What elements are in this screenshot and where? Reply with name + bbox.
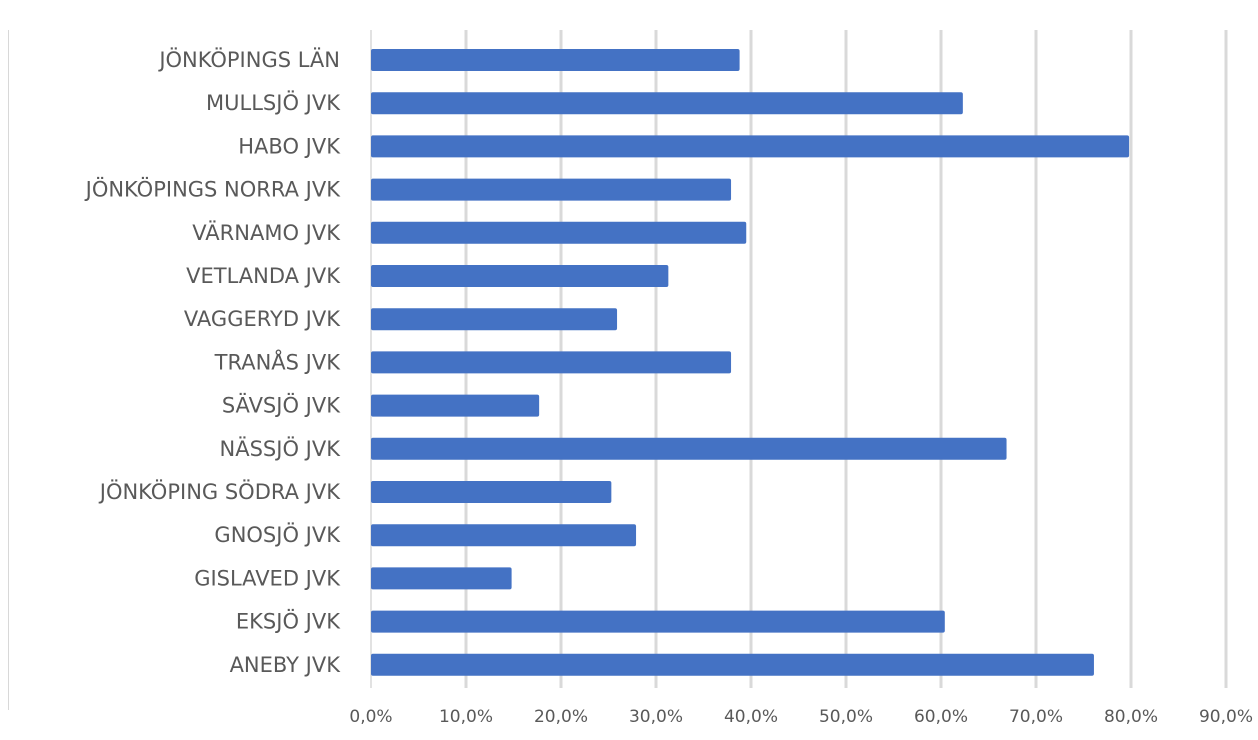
x-tick-label-4: 40,0% (724, 707, 778, 727)
category-label-8: SÄVSJÖ JVK (222, 393, 341, 418)
category-label-0: JÖNKÖPINGS LÄN (157, 47, 340, 72)
category-label-4: VÄRNAMO JVK (192, 220, 341, 245)
bar-12 (371, 567, 512, 590)
category-label-7: TRANÅS JVK (214, 348, 342, 374)
x-tick-label-8: 80,0% (1104, 707, 1158, 727)
bar-8 (371, 394, 540, 417)
bar-11 (371, 524, 637, 547)
bar-4 (371, 221, 747, 244)
x-tick-label-6: 60,0% (914, 707, 968, 727)
bar-3 (371, 178, 732, 201)
bar-6 (371, 308, 618, 331)
chart-left-border (8, 30, 9, 710)
x-tick-label-7: 70,0% (1009, 707, 1063, 727)
x-tick-label-2: 20,0% (534, 707, 588, 727)
category-label-5: VETLANDA JVK (186, 264, 341, 288)
bar-5 (371, 265, 669, 287)
category-label-2: HABO JVK (238, 134, 341, 158)
bar-9 (371, 437, 1007, 460)
category-label-1: MULLSJÖ JVK (206, 90, 341, 115)
category-label-11: GNOSJÖ JVK (214, 522, 341, 547)
bar-7 (371, 351, 732, 374)
bar-14 (371, 653, 1094, 676)
category-label-14: ANEBY JVK (230, 653, 342, 677)
category-label-6: VAGGERYD JVK (184, 307, 341, 331)
category-label-10: JÖNKÖPING SÖDRA JVK (98, 479, 341, 504)
bar-13 (371, 610, 945, 633)
bar-2 (371, 135, 1130, 158)
category-label-12: GISLAVED JVK (194, 566, 341, 590)
category-label-3: JÖNKÖPINGS NORRA JVK (84, 177, 342, 202)
x-tick-label-5: 50,0% (819, 707, 873, 727)
bar-1 (371, 92, 963, 115)
x-tick-label-0: 0,0% (349, 707, 392, 727)
x-tick-label-3: 30,0% (629, 707, 683, 727)
x-tick-label-1: 10,0% (439, 707, 493, 727)
category-label-9: NÄSSJÖ JVK (220, 436, 342, 461)
bar-10 (371, 481, 612, 503)
category-label-13: EKSJÖ JVK (236, 609, 341, 634)
x-tick-label-9: 90,0% (1199, 707, 1253, 727)
bar-0 (371, 49, 740, 71)
